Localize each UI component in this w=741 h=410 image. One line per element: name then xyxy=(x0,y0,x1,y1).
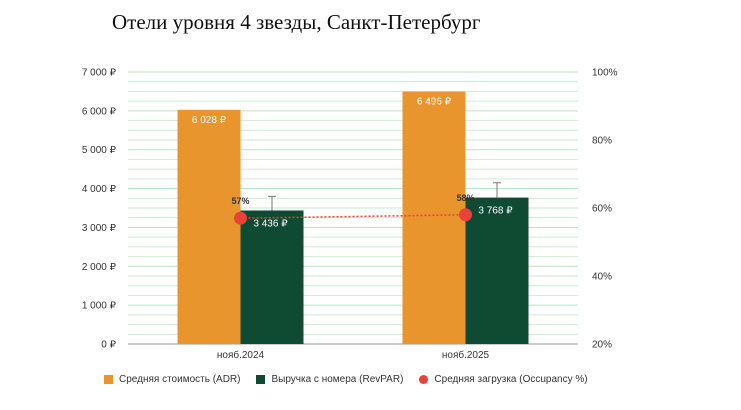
bar-adr-value-label: 6 028 ₽ xyxy=(192,115,227,126)
occupancy-point xyxy=(459,208,472,222)
y-left-tick-label: 7 000 ₽ xyxy=(82,68,117,79)
bar-adr xyxy=(177,109,241,345)
legend-swatch-occupancy xyxy=(419,375,429,384)
y-left-tick-label: 4 000 ₽ xyxy=(82,184,117,195)
occupancy-value-label: 58% xyxy=(456,193,474,203)
bar-adr xyxy=(402,91,466,344)
y-left-tick-label: 5 000 ₽ xyxy=(82,145,117,156)
occupancy-value-label: 57% xyxy=(231,196,249,206)
y-left-tick-label: 0 ₽ xyxy=(101,340,116,351)
y-left-tick-label: 1 000 ₽ xyxy=(82,301,117,312)
y-right-tick-label: 80% xyxy=(592,136,612,147)
bar-revpar-value-label: 3 436 ₽ xyxy=(253,218,288,229)
y-right-tick-label: 60% xyxy=(592,204,612,215)
y-left-tick-label: 2 000 ₽ xyxy=(82,262,117,273)
y-left-tick-label: 6 000 ₽ xyxy=(82,106,117,117)
bar-revpar xyxy=(240,210,304,344)
bar-adr-value-label: 6 496 ₽ xyxy=(417,97,452,108)
bar-revpar xyxy=(465,197,529,344)
legend-label-revpar: Выручка с номера (RevPAR) xyxy=(271,374,404,385)
legend-item-adr: Средняя стоимость (ADR) xyxy=(104,374,240,385)
y-right-tick-label: 20% xyxy=(592,340,612,351)
bar-revpar-value-label: 3 768 ₽ xyxy=(478,206,513,217)
legend-swatch-revpar xyxy=(256,375,266,384)
chart-title: Отели уровня 4 звезды, Санкт-Петербург xyxy=(112,10,481,34)
legend-item-revpar: Выручка с номера (RevPAR) xyxy=(256,374,403,385)
y-right-tick-label: 40% xyxy=(592,272,612,283)
chart-legend: Средняя стоимость (ADR) Выручка с номера… xyxy=(104,374,588,385)
occupancy-point xyxy=(234,211,247,225)
x-category-label: нояб.2024 xyxy=(217,349,265,361)
legend-swatch-adr xyxy=(104,375,113,384)
occupancy-line xyxy=(240,214,466,219)
y-left-tick-label: 3 000 ₽ xyxy=(82,223,117,234)
legend-label-occupancy: Средняя загрузка (Occupancy %) xyxy=(434,374,588,385)
legend-label-adr: Средняя стоимость (ADR) xyxy=(119,374,241,385)
y-right-tick-label: 100% xyxy=(592,68,618,79)
legend-item-occupancy: Средняя загрузка (Occupancy %) xyxy=(419,374,588,385)
x-category-label: нояб.2025 xyxy=(442,349,490,361)
